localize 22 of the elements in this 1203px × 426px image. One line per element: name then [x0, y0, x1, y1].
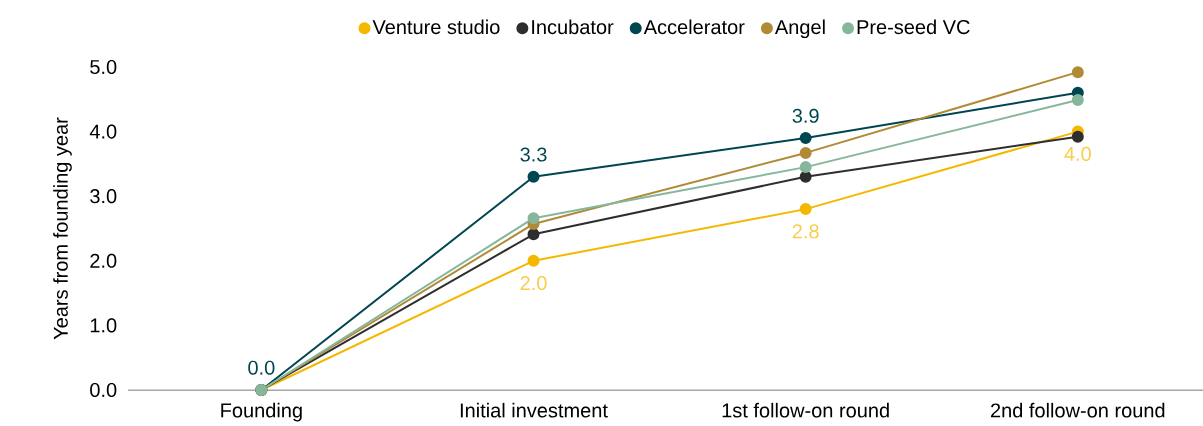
x-tick-label: 2nd follow-on round: [990, 402, 1165, 418]
data-label: 3.3: [520, 147, 547, 162]
legend-label: Accelerator: [643, 19, 745, 35]
y-tick-label: 2.0: [90, 253, 117, 268]
legend-label: Angel: [774, 19, 825, 39]
x-tick-label: 1st follow-on round: [722, 402, 889, 418]
legend-label: Incubator: [532, 19, 614, 35]
data-label: 2.0: [520, 276, 547, 291]
data-label: 2.8: [792, 224, 819, 239]
y-tick-label: 1.0: [90, 318, 117, 333]
y-tick-label: 3.0: [90, 189, 117, 204]
x-tick-label: Initial investment: [460, 402, 608, 418]
data-label: 3.9: [792, 108, 819, 123]
legend-label: Venture studio: [372, 19, 500, 35]
y-tick-label: 4.0: [89, 124, 117, 139]
legend-label: Pre-seed VC: [857, 19, 970, 35]
x-tick-label: Founding: [221, 402, 302, 422]
data-label: 4.0: [1064, 146, 1091, 161]
y-tick-label: 0.0: [90, 382, 117, 398]
y-axis-title: Years from founding year: [53, 117, 72, 340]
y-tick-label: 5.0: [90, 59, 117, 75]
data-label: 0.0: [248, 360, 275, 375]
